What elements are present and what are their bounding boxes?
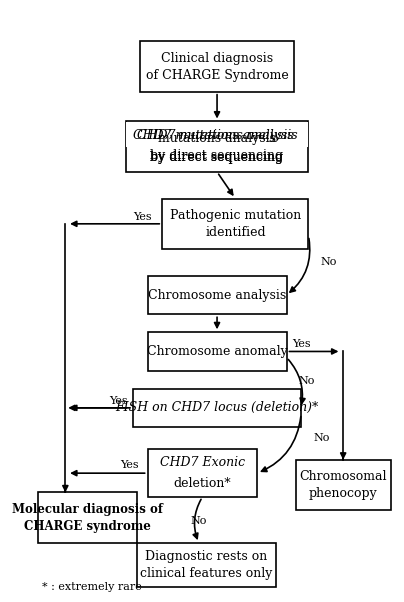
Text: Chromosomal
phenocopy: Chromosomal phenocopy (299, 470, 387, 500)
Text: Yes: Yes (109, 396, 128, 406)
Text: Molecular diagnosis of
CHARGE syndrome: Molecular diagnosis of CHARGE syndrome (12, 503, 163, 533)
Text: Yes: Yes (120, 461, 139, 470)
Bar (133, 388, 301, 427)
Text: No: No (191, 516, 207, 526)
Bar (147, 276, 286, 314)
Bar (147, 332, 286, 371)
Text: No: No (320, 258, 337, 267)
Text: Clinical diagnosis
of CHARGE Syndrome: Clinical diagnosis of CHARGE Syndrome (146, 52, 288, 81)
Bar (137, 543, 276, 588)
Bar (296, 460, 391, 510)
Text: CHD7 mutations analysis: CHD7 mutations analysis (137, 129, 297, 143)
Text: CHD7 mutations analysis: CHD7 mutations analysis (133, 129, 294, 143)
Text: Chromosome analysis: Chromosome analysis (148, 288, 286, 302)
Bar (140, 42, 294, 92)
Text: No: No (299, 376, 315, 386)
Bar (38, 492, 137, 543)
Text: deletion*: deletion* (174, 477, 231, 491)
Text: mutations analysis
by direct sequencing: mutations analysis by direct sequencing (150, 132, 284, 162)
Text: by direct sequencing: by direct sequencing (150, 151, 284, 164)
Bar (162, 199, 308, 249)
Bar (126, 122, 308, 147)
Text: FISH on CHD7 locus (deletion)*: FISH on CHD7 locus (deletion)* (116, 402, 319, 414)
Text: * : extremely rare: * : extremely rare (42, 582, 141, 592)
Bar (126, 122, 308, 172)
Text: Diagnostic rests on
clinical features only: Diagnostic rests on clinical features on… (140, 550, 272, 580)
Text: CHD7 Exonic: CHD7 Exonic (160, 456, 245, 469)
Bar (147, 450, 257, 497)
Text: Yes: Yes (133, 212, 152, 222)
Text: Yes: Yes (292, 339, 310, 349)
Text: Chromosome anomaly: Chromosome anomaly (147, 345, 287, 358)
Text: Pathogenic mutation
identified: Pathogenic mutation identified (170, 209, 301, 239)
Text: No: No (313, 433, 329, 442)
Text: by direct sequencing: by direct sequencing (150, 151, 284, 164)
